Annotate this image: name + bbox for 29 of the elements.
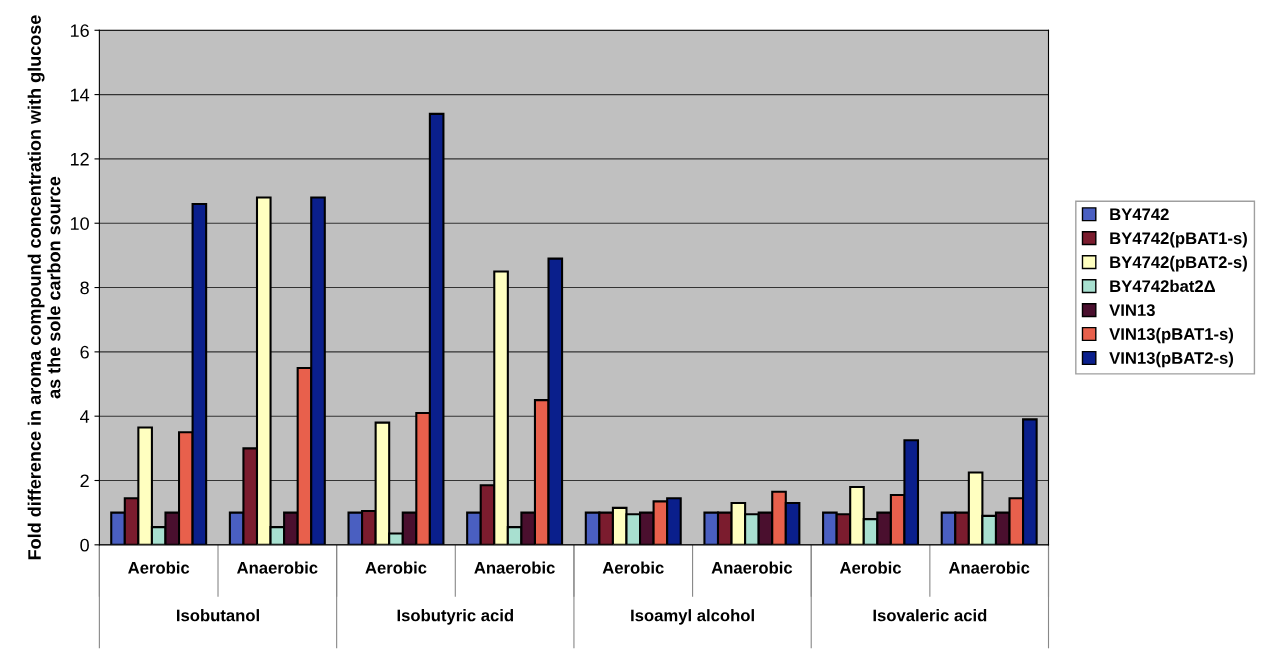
legend-label: BY4742 [1110, 208, 1169, 221]
legend-label: VIN13(pBAT1-s) [1109, 327, 1234, 344]
y-tick-label: 14 [70, 88, 90, 102]
y-tick-label: 2 [80, 474, 89, 488]
y-tick-label: 4 [80, 410, 90, 423]
legend-label: VIN13 [1109, 304, 1155, 317]
legend-label: VIN13(pBAT2-s) [1109, 351, 1234, 368]
text: Isoamyl alcohol [631, 609, 754, 625]
y-axis-title: Fold difference in aroma compound concentration with glucose as the sole carbon source [27, 15, 61, 560]
y-tick-label: 8 [80, 281, 89, 295]
x-tick-label: Anaerobic [948, 561, 1030, 574]
x-tick-label: Aerobic [839, 561, 902, 574]
x-tick-label: Aerobic [365, 561, 427, 574]
text: Isobutyric acid [397, 609, 514, 625]
text: Isovaleric acid [873, 609, 987, 622]
y-tick-label: 10 [70, 217, 89, 230]
text: Isobutanol [177, 609, 259, 622]
legend-label: BY4742(pBAT1-s) [1110, 231, 1247, 248]
x-tick-label: Aerobic [128, 561, 190, 574]
y-tick-label: 6 [80, 345, 89, 359]
legend-label: BY4742(pBAT2-s) [1110, 255, 1247, 272]
y-tick-label: 12 [70, 152, 89, 166]
x-tick-label: Anaerobic [237, 561, 318, 574]
legend-label: BY4742bat2Δ [1110, 279, 1215, 293]
x-tick-label: Anaerobic [711, 561, 793, 574]
y-tick-label: 0 [80, 538, 89, 552]
x-tick-label: Anaerobic [474, 561, 555, 574]
x-tick-label: Aerobic [602, 561, 664, 574]
y-tick-label: 16 [70, 24, 89, 37]
